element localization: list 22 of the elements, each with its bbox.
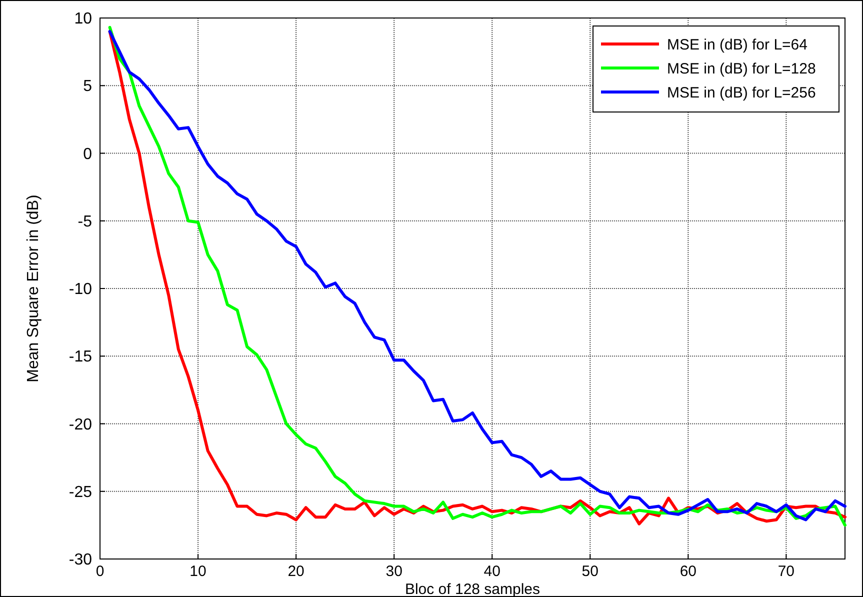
x-tick-label: 40 <box>484 563 500 580</box>
legend-label: MSE in (dB) for L=256 <box>667 84 816 102</box>
x-tick-label: 10 <box>190 563 206 580</box>
x-tick-label: 60 <box>680 563 696 580</box>
y-tick-label: -30 <box>68 552 92 569</box>
x-tick-label: 70 <box>778 563 795 580</box>
y-tick-label: -10 <box>68 281 92 298</box>
y-tick-label: 10 <box>74 10 92 28</box>
x-tick-label: 20 <box>288 563 304 580</box>
y-tick-label: 0 <box>83 146 92 163</box>
x-tick-label: 50 <box>582 563 598 580</box>
legend-label: MSE in (dB) for L=64 <box>667 36 808 54</box>
x-tick-label: 0 <box>96 563 104 580</box>
x-axis-title: Bloc of 128 samples <box>404 581 540 597</box>
y-tick-label: -15 <box>68 348 92 366</box>
y-tick-label: 5 <box>83 78 92 96</box>
x-tick-label: 30 <box>386 563 402 580</box>
y-tick-label: -20 <box>68 416 92 434</box>
y-tick-label: -25 <box>68 484 92 501</box>
y-axis-title: Mean Square Error in (dB) <box>25 194 42 382</box>
legend-label: MSE in (dB) for L=128 <box>667 60 816 78</box>
y-tick-label: -5 <box>78 213 92 230</box>
